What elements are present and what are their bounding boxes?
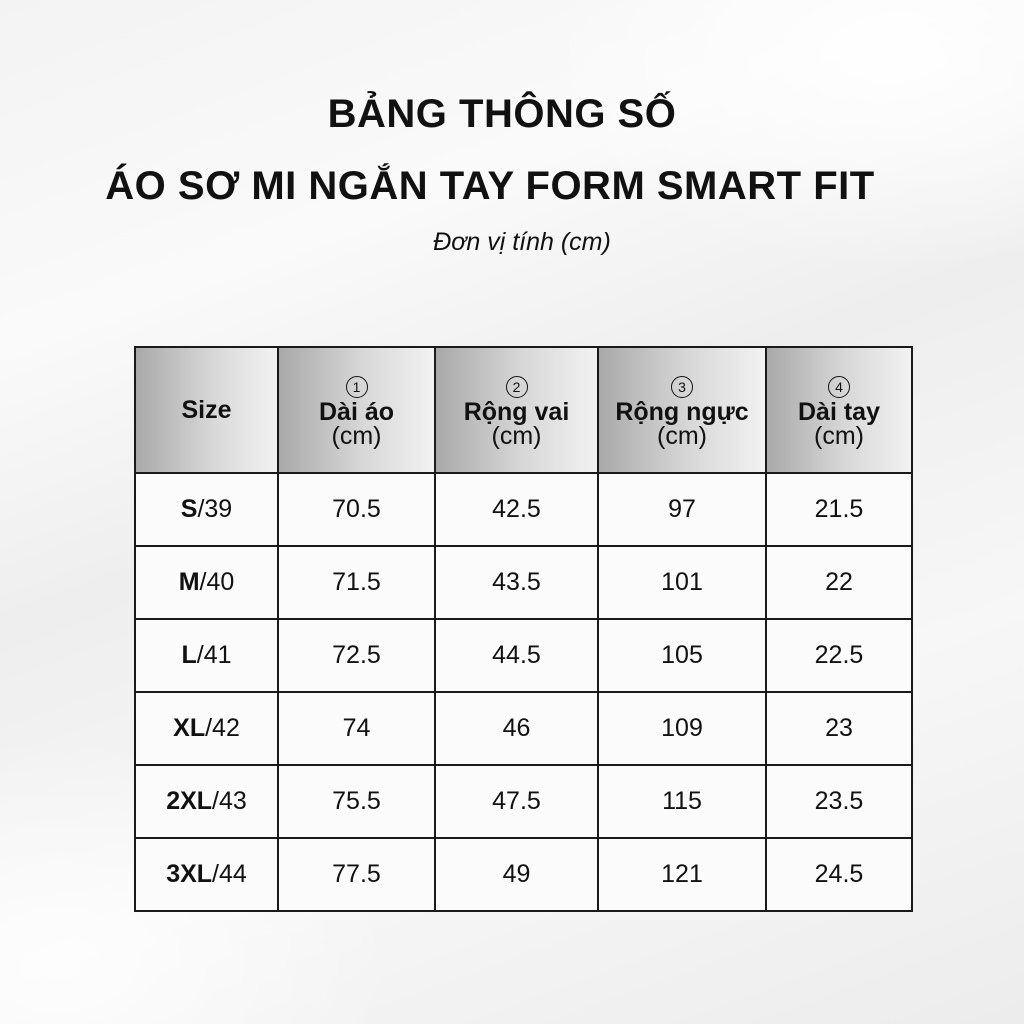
size-code: /43 xyxy=(212,787,247,815)
size-cell: 2XL/43 xyxy=(134,764,279,839)
value-cell: 74 xyxy=(277,691,436,766)
table-row: 3XL/44 77.5 49 121 24.5 xyxy=(134,837,913,912)
header-row: Size 1 Dài áo (cm) 2 Rộng vai (cm) 3 Rộng ngự… xyxy=(134,346,913,474)
circled-number-icon: 3 xyxy=(671,376,693,398)
value-cell: 101 xyxy=(597,545,767,620)
value-cell: 121 xyxy=(597,837,767,912)
size-code: /42 xyxy=(205,714,240,742)
size-label: 3XL xyxy=(166,860,213,888)
value-cell: 22.5 xyxy=(765,618,913,693)
size-cell: 3XL/44 xyxy=(134,837,279,912)
value-cell: 49 xyxy=(434,837,599,912)
header-unit: (cm) xyxy=(491,422,542,450)
size-cell: S/39 xyxy=(134,472,279,547)
size-label: M xyxy=(178,568,200,596)
header-label: Dài áo xyxy=(318,398,395,426)
table-row: S/39 70.5 42.5 97 21.5 xyxy=(134,472,913,547)
size-cell: M/40 xyxy=(134,545,279,620)
table-row: XL/42 74 46 109 23 xyxy=(134,691,913,766)
header-label: Rộng vai xyxy=(463,398,570,426)
value-cell: 105 xyxy=(597,618,767,693)
size-table: Size 1 Dài áo (cm) 2 Rộng vai (cm) 3 Rộng ngự… xyxy=(134,346,913,912)
value-cell: 115 xyxy=(597,764,767,839)
table-row: L/41 72.5 44.5 105 22.5 xyxy=(134,618,913,693)
value-cell: 47.5 xyxy=(434,764,599,839)
value-cell: 75.5 xyxy=(277,764,436,839)
circled-number-icon: 1 xyxy=(345,376,368,398)
header-label: Rộng ngực xyxy=(615,398,749,426)
header-dai-tay: 4 Dài tay (cm) xyxy=(765,346,913,474)
size-label: S xyxy=(180,495,198,523)
header-dai-ao: 1 Dài áo (cm) xyxy=(277,346,436,474)
value-cell: 72.5 xyxy=(277,618,436,693)
value-cell: 43.5 xyxy=(434,545,599,620)
header-unit: (cm) xyxy=(814,422,864,450)
size-code: /44 xyxy=(212,860,247,888)
size-cell: L/41 xyxy=(134,618,279,693)
circled-number-icon: 4 xyxy=(828,376,850,398)
header-unit: (cm) xyxy=(331,422,382,450)
circled-number-icon: 2 xyxy=(505,376,528,398)
value-cell: 21.5 xyxy=(765,472,913,547)
size-label: XL xyxy=(173,714,206,742)
header-rong-nguc: 3 Rộng ngực (cm) xyxy=(597,346,767,474)
title-line-1: BẢNG THÔNG SỐ xyxy=(327,92,677,136)
header-label: Dài tay xyxy=(798,398,880,426)
table-row: 2XL/43 75.5 47.5 115 23.5 xyxy=(134,764,913,839)
size-code: /40 xyxy=(199,568,235,596)
header-unit: (cm) xyxy=(657,422,707,450)
value-cell: 77.5 xyxy=(277,837,436,912)
table-row: M/40 71.5 43.5 101 22 xyxy=(134,545,913,620)
value-cell: 70.5 xyxy=(277,472,436,547)
value-cell: 44.5 xyxy=(434,618,599,693)
value-cell: 24.5 xyxy=(765,837,913,912)
value-cell: 97 xyxy=(597,472,767,547)
value-cell: 23 xyxy=(765,691,913,766)
header-rong-vai: 2 Rộng vai (cm) xyxy=(434,346,599,474)
value-cell: 23.5 xyxy=(765,764,913,839)
header-size: Size xyxy=(134,346,279,474)
size-code: /39 xyxy=(197,495,233,523)
size-label: L xyxy=(181,641,197,669)
header-label: Size xyxy=(181,396,232,424)
title-line-2: ÁO SƠ MI NGẮN TAY FORM SMART FIT xyxy=(105,164,875,208)
size-label: 2XL xyxy=(166,787,213,815)
unit-note: Đơn vị tính (cm) xyxy=(433,228,611,256)
value-cell: 42.5 xyxy=(434,472,599,547)
value-cell: 109 xyxy=(597,691,767,766)
size-code: /41 xyxy=(196,641,232,669)
value-cell: 46 xyxy=(434,691,599,766)
value-cell: 22 xyxy=(765,545,913,620)
value-cell: 71.5 xyxy=(277,545,436,620)
size-cell: XL/42 xyxy=(134,691,279,766)
